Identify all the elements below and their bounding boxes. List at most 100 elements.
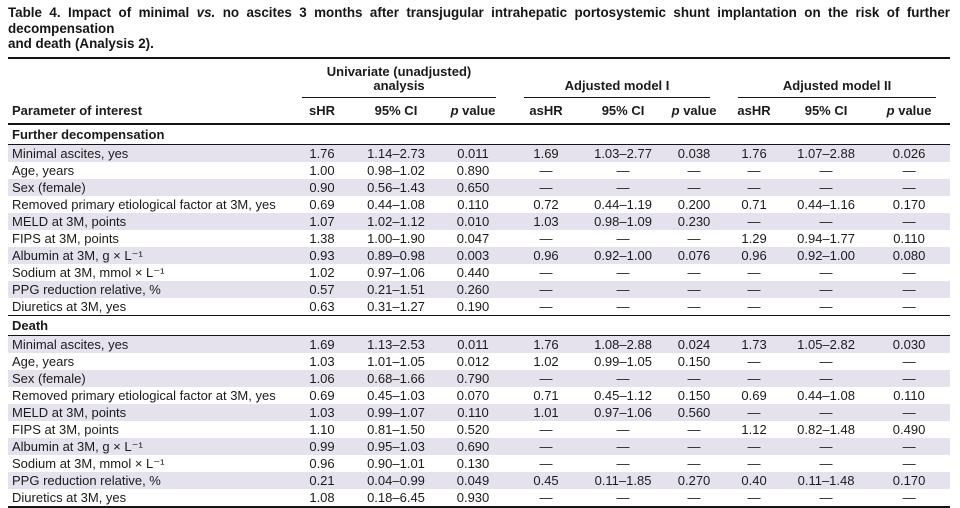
group-header-row: Univariate (unadjusted) analysis Adjuste… <box>8 58 950 99</box>
value-cell: — <box>902 264 916 280</box>
param-cell: MELD at 3M, points <box>8 212 288 230</box>
value-cell: 0.92–1.00 <box>582 246 665 264</box>
table-head: Univariate (unadjusted) analysis Adjuste… <box>8 57 951 124</box>
value-cell: — <box>539 421 553 437</box>
value-cell: — <box>664 280 725 298</box>
value-cell: — <box>747 353 761 369</box>
value-cell: — <box>819 264 833 280</box>
table-row: FIPS at 3M, points 1.38 1.00–1.90 0.047 — — — 1… <box>8 230 950 247</box>
value-cell: 1.12 <box>741 421 767 437</box>
param-cell: Age, years <box>12 162 75 178</box>
value-cell: 0.72 <box>533 196 559 212</box>
value-cell: 0.012 <box>456 353 490 369</box>
value-cell: 0.57 <box>288 280 356 298</box>
value-cell: — <box>616 455 630 471</box>
value-cell: 1.76 <box>724 144 785 162</box>
value-cell: 0.40 <box>724 471 785 489</box>
value-cell: 0.520 <box>456 421 490 437</box>
table-row: Sex (female) 0.90 0.56–1.43 0.650— — — — — — <box>8 178 951 196</box>
value-cell: 0.110 <box>893 230 925 246</box>
column-header: p value <box>886 102 932 118</box>
value-cell: — <box>539 230 553 246</box>
value-cell: 0.98–1.09 <box>582 212 665 230</box>
value-cell: 0.110 <box>457 196 489 212</box>
value-cell: 1.76 <box>510 335 583 353</box>
value-cell: 1.01 <box>510 403 583 421</box>
table-row: Sodium at 3M, mmol × L⁻¹ 1.02 0.97–1.06 0.4… <box>8 264 950 281</box>
value-cell: 0.45–1.12 <box>594 387 652 403</box>
value-cell: 0.71 <box>741 196 767 212</box>
value-cell: 0.44–1.08 <box>797 387 855 403</box>
value-cell: — <box>616 298 630 314</box>
value-cell: 0.026 <box>868 144 951 162</box>
value-cell: — <box>902 298 916 314</box>
param-cell: Age, years <box>12 353 75 369</box>
table-caption: Table 4. Impact of minimal vs. no ascite… <box>8 5 950 52</box>
param-cell: PPG reduction relative, % <box>8 471 288 489</box>
value-cell: 0.490 <box>892 421 926 437</box>
table-row: Removed primary etiological factor at 3M… <box>8 387 950 404</box>
group-label-model-1: Adjusted model I <box>524 78 711 98</box>
value-cell: 0.45–1.03 <box>367 387 425 403</box>
value-cell: 0.96 <box>309 455 335 471</box>
param-cell: Diuretics at 3M, yes <box>12 489 127 505</box>
value-cell: 1.69 <box>288 335 356 353</box>
value-cell: 0.049 <box>436 471 511 489</box>
value-cell: 0.96 <box>724 246 785 264</box>
value-cell: 1.13–2.53 <box>356 335 436 353</box>
value-cell: 0.04–0.99 <box>356 471 436 489</box>
value-cell: 0.94–1.77 <box>797 230 855 246</box>
value-cell: — <box>868 212 951 230</box>
value-cell: 0.93 <box>288 246 356 264</box>
column-header: asHR <box>737 102 771 118</box>
param-cell: Minimal ascites, yes <box>8 144 288 162</box>
value-cell: — <box>687 421 701 437</box>
value-cell: — <box>784 437 869 455</box>
value-cell: 0.440 <box>456 264 490 280</box>
value-cell: 0.44–1.19 <box>594 196 652 212</box>
value-cell: 0.130 <box>456 455 490 471</box>
value-cell: — <box>784 280 869 298</box>
value-cell: 1.02 <box>309 264 335 280</box>
table-row: Minimal ascites, yes 1.76 1.14–2.73 0.011 1.… <box>8 144 951 162</box>
value-cell: 1.03 <box>288 403 356 421</box>
value-cell: — <box>539 162 553 178</box>
column-header: 95% CI <box>374 102 418 118</box>
param-cell: Sex (female) <box>8 178 288 196</box>
value-cell: — <box>539 298 553 314</box>
value-cell: — <box>819 162 833 178</box>
value-cell: 0.076 <box>664 246 725 264</box>
value-cell: 0.90 <box>288 178 356 196</box>
value-cell: — <box>664 178 725 196</box>
value-cell: 0.030 <box>868 335 951 353</box>
section-title: Death <box>8 314 951 336</box>
value-cell: — <box>724 212 785 230</box>
value-cell: — <box>664 437 725 455</box>
section-title: Further decompensation <box>8 123 951 145</box>
value-cell: 1.03–2.77 <box>582 144 665 162</box>
value-cell: 0.44–1.16 <box>797 196 855 212</box>
value-cell: 0.560 <box>664 403 725 421</box>
value-cell: — <box>582 369 665 387</box>
param-cell: Removed primary etiological factor at 3M… <box>12 387 276 403</box>
value-cell: 0.31–1.27 <box>367 298 425 314</box>
value-cell: 1.03 <box>309 353 335 369</box>
value-cell: — <box>868 280 951 298</box>
value-cell: 0.110 <box>893 387 925 403</box>
group-header-univariate: Univariate (unadjusted) analysis <box>288 58 510 99</box>
value-cell: 1.10 <box>309 421 335 437</box>
value-cell: — <box>724 178 785 196</box>
caption-table-number: Table 4. <box>8 5 61 20</box>
value-cell: 0.99–1.07 <box>356 403 436 421</box>
value-cell: 0.170 <box>868 471 951 489</box>
param-cell: Diuretics at 3M, yes <box>12 298 127 314</box>
data-table: Univariate (unadjusted) analysis Adjuste… <box>8 57 951 508</box>
value-cell: 0.170 <box>892 196 926 212</box>
param-cell: FIPS at 3M, points <box>12 421 119 437</box>
value-cell: 0.21 <box>288 471 356 489</box>
value-cell: 0.260 <box>436 280 511 298</box>
table-row: Diuretics at 3M, yes 0.63 0.31–1.27 0.190 — —… <box>8 298 950 316</box>
value-cell: — <box>510 280 583 298</box>
column-header: sHR <box>308 102 335 118</box>
group-label-model-2: Adjusted model II <box>738 78 937 98</box>
